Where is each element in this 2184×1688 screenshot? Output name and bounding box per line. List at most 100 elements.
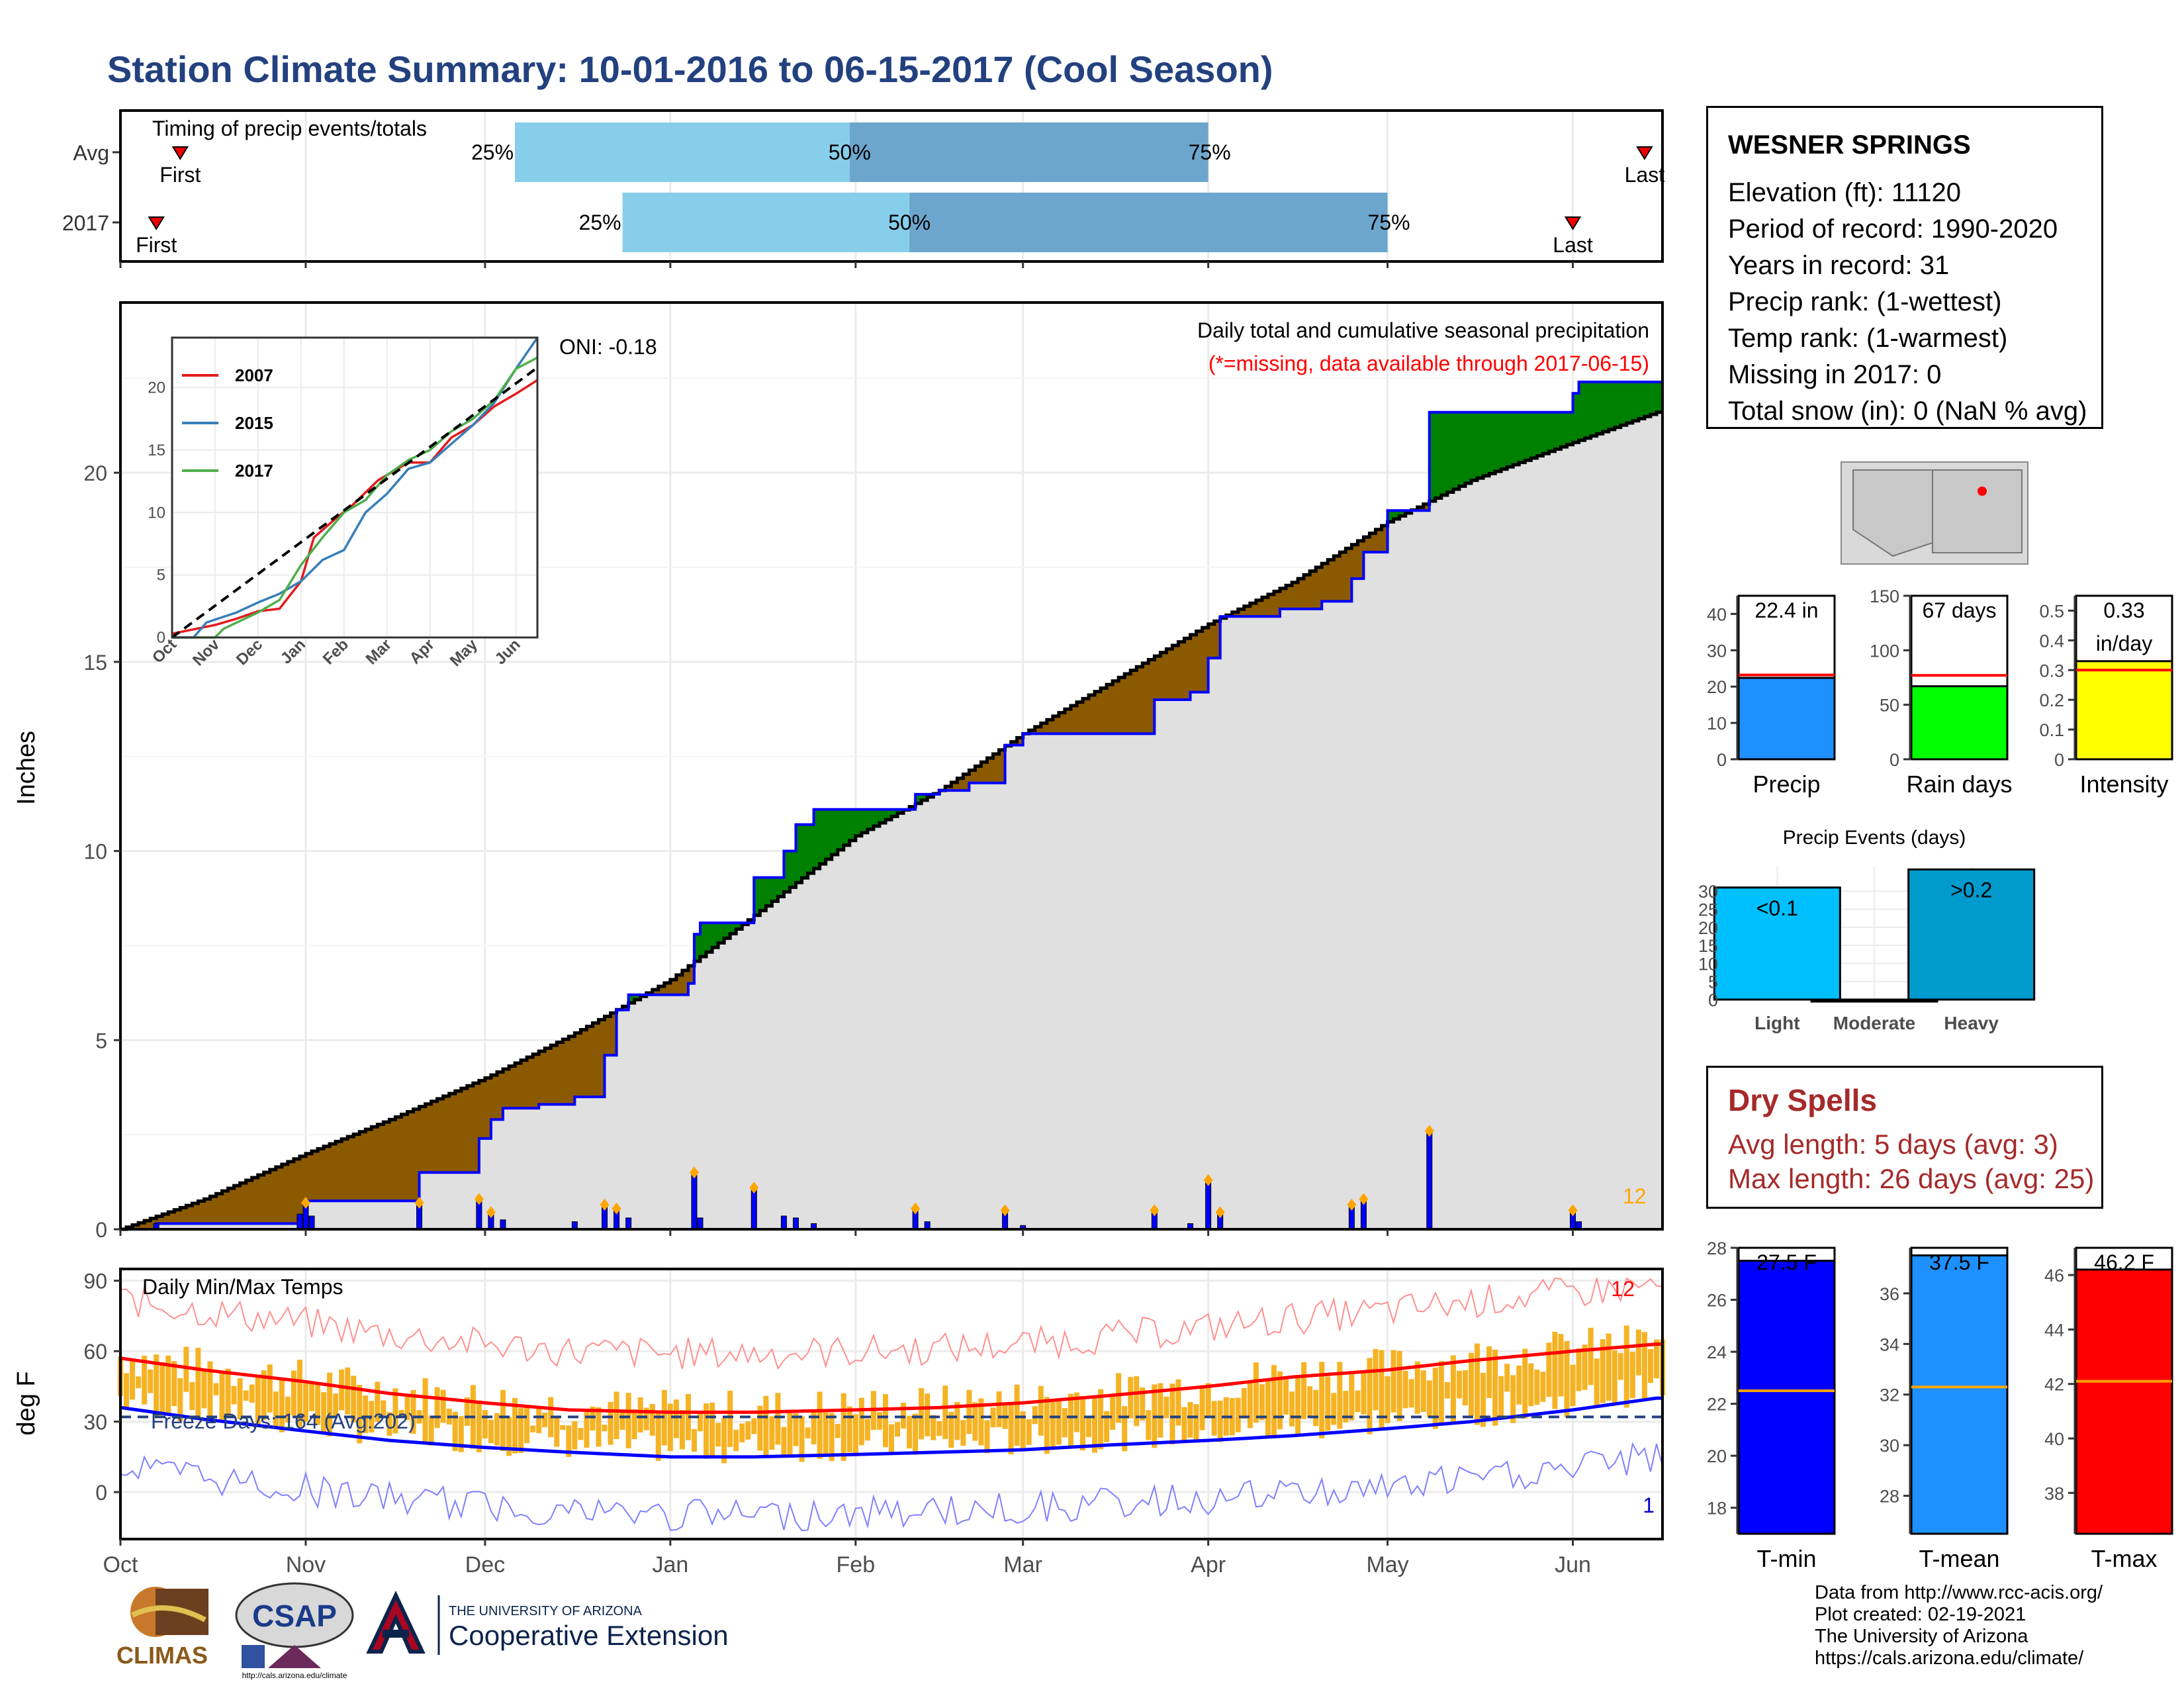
daily-temp-range-bar <box>608 1401 614 1445</box>
last-event-label: Last <box>1553 233 1593 257</box>
avg-tmin-line <box>120 1396 1662 1459</box>
season-temp-tick-label: 20 <box>1707 1446 1727 1466</box>
daily-temp-range-bar <box>619 1411 625 1430</box>
freeze-days-label: Freeze Days: 164 (Avg:202) <box>151 1409 416 1433</box>
first-event-marker <box>171 146 189 160</box>
precip-deficit-band <box>1130 670 1137 734</box>
ua-cooperative-extension-logo[interactable]: THE UNIVERSITY OF ARIZONA Cooperative Ex… <box>363 1589 733 1668</box>
daily-temp-range-bar <box>931 1415 936 1440</box>
climas-logo[interactable]: CLIMAS <box>106 1579 218 1678</box>
precip-deficit-band <box>1148 659 1155 734</box>
precip-surplus-band <box>1471 412 1478 481</box>
precip-event-category-label: Moderate <box>1833 1013 1915 1033</box>
precip-surplus-band <box>849 809 856 841</box>
map-state-outline <box>1932 469 2023 553</box>
temp-y-tick-label: 0 <box>95 1481 107 1505</box>
precip-deficit-band <box>545 1048 551 1105</box>
daily-temp-range-bar <box>165 1355 171 1417</box>
ua-logo-large-text: Cooperative Extension <box>449 1620 729 1651</box>
dry-spells-max: Max length: 26 days (avg: 25) <box>1728 1163 2095 1194</box>
csap-logo[interactable]: CSAP http://cals.arizona.edu/climate <box>232 1579 357 1681</box>
daily-temp-range-bar <box>673 1399 679 1438</box>
footer-credits: Data from http://www.rcc-acis.org/ Plot … <box>1815 1582 2103 1669</box>
inset-series-line-2017 <box>172 356 538 639</box>
precip-deficit-band <box>383 1121 390 1201</box>
daily-temp-range-bar <box>960 1420 966 1446</box>
daily-temp-range-bar <box>1020 1411 1026 1449</box>
precip-deficit-band <box>1154 656 1161 700</box>
last-event-marker <box>1636 146 1653 160</box>
daily-temp-range-bar <box>124 1373 130 1408</box>
daily-temp-range-bar <box>1522 1348 1528 1419</box>
daily-temp-range-bar <box>614 1391 619 1440</box>
precip-deficit-band <box>993 754 1000 783</box>
precip-deficit-band <box>186 1205 193 1224</box>
large-event-marker <box>911 1202 921 1215</box>
precip-deficit-band <box>437 1098 444 1173</box>
daily-temp-range-bar <box>781 1427 787 1458</box>
precip-deficit-band <box>688 966 695 984</box>
precip-deficit-band <box>240 1183 247 1224</box>
large-event-marker <box>1347 1198 1357 1211</box>
daily-temp-range-bar <box>1528 1363 1534 1407</box>
season-temp-tick-label: 18 <box>1707 1499 1727 1519</box>
precip-surplus-band <box>1429 412 1436 501</box>
daily-temp-range-bar <box>1475 1343 1480 1425</box>
season-temp-category-label: T-min <box>1757 1545 1817 1572</box>
precip-deficit-band <box>963 774 970 791</box>
season-total-value-label: 67 days <box>1922 598 1996 622</box>
daily-temp-range-bar <box>554 1416 560 1447</box>
daily-temp-range-bar <box>542 1412 548 1428</box>
daily-temp-range-bar <box>751 1418 757 1434</box>
daily-temp-range-bar <box>1079 1395 1085 1451</box>
precip-deficit-band <box>443 1096 450 1173</box>
precip-deficit-band <box>1375 529 1383 553</box>
season-temp-tick-label: 46 <box>2044 1266 2064 1286</box>
daily-temp-range-bar <box>231 1385 237 1405</box>
daily-temp-range-bar <box>1337 1362 1343 1429</box>
daily-temp-range-bar <box>769 1416 775 1450</box>
daily-temp-range-bar <box>966 1389 972 1434</box>
precip-deficit-band <box>478 1080 486 1139</box>
daily-temp-range-bar <box>1122 1406 1128 1452</box>
precip-deficit-band <box>557 1042 563 1105</box>
precip-deficit-band <box>1172 645 1179 700</box>
quartile-bar-lower <box>622 193 910 252</box>
daily-temp-range-bar <box>159 1362 165 1413</box>
daily-temp-range-bar <box>154 1354 159 1417</box>
precip-deficit-band <box>1178 641 1185 700</box>
precip-deficit-band <box>1052 716 1060 734</box>
csap-logo-text: CSAP <box>252 1599 337 1633</box>
precip-deficit-band <box>1232 612 1239 617</box>
station-precip-rank: Precip rank: (1-wettest) <box>1728 287 2002 316</box>
station-years: Years in record: 31 <box>1728 251 1950 280</box>
large-event-marker <box>300 1197 310 1209</box>
precip-y-tick-label: 5 <box>95 1029 107 1053</box>
daily-temp-range-bar <box>596 1407 602 1447</box>
precip-deficit-band <box>551 1045 557 1105</box>
first-event-label: First <box>136 233 177 257</box>
daily-temp-range-bar <box>506 1417 512 1456</box>
daily-temp-range-bar <box>357 1385 363 1444</box>
daily-temp-range-bar <box>136 1376 142 1389</box>
precip-deficit-band <box>299 1156 306 1224</box>
precip-deficit-band <box>1286 585 1293 609</box>
daily-temp-range-bar <box>1504 1364 1510 1392</box>
precip-deficit-band <box>1214 621 1221 659</box>
daily-temp-range-bar <box>727 1390 733 1447</box>
season-temp-bar <box>2075 1268 2173 1535</box>
season-temp-frame <box>2075 1246 2173 1535</box>
daily-temp-range-bar <box>524 1405 530 1444</box>
precip-surplus-band <box>861 809 868 833</box>
precip-deficit-band <box>1208 624 1215 659</box>
precip-deficit-band <box>467 1086 474 1173</box>
last-event-label: Last <box>1625 163 1665 187</box>
precip-y-tick-label: 0 <box>95 1218 107 1242</box>
daily-temp-range-bar <box>715 1423 721 1447</box>
precip-deficit-band <box>598 1019 606 1097</box>
temp-y-tick-label: 30 <box>83 1411 107 1434</box>
season-total-tick-label: 0.3 <box>2039 661 2064 680</box>
daily-temp-range-bar <box>972 1402 978 1441</box>
season-total-tick-label: 20 <box>1707 677 1727 697</box>
daily-temp-range-bar <box>428 1415 434 1446</box>
